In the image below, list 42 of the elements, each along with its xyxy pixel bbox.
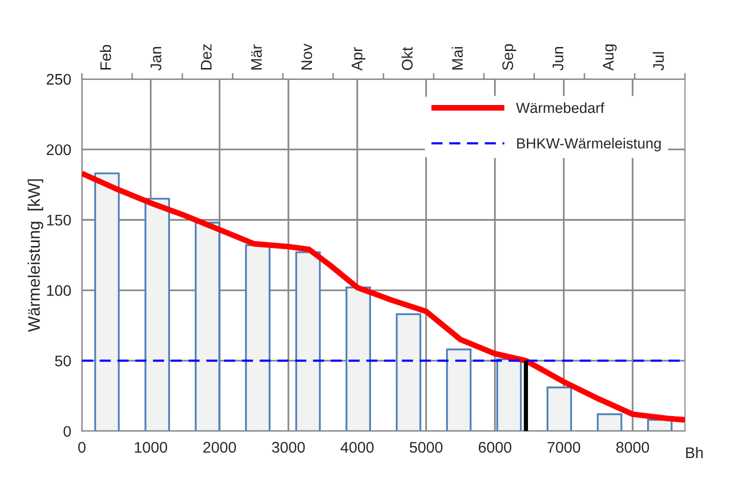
bar — [446, 348, 472, 432]
bar — [94, 172, 120, 432]
y-tick-label: 50 — [55, 356, 71, 366]
text: Jan — [150, 47, 162, 70]
x-tick-label: 8000 — [616, 442, 650, 453]
x-tick-label: 1000 — [134, 442, 168, 453]
x-tick-label: 6000 — [478, 442, 512, 453]
text: Aug — [603, 44, 617, 71]
bar — [144, 198, 170, 432]
text: Sep — [502, 44, 516, 70]
text: Feb — [100, 45, 112, 70]
x-tick-label: 5000 — [410, 442, 442, 453]
x-axis-title: Bh — [686, 446, 703, 458]
y-tick-label: 0 — [64, 426, 71, 437]
legend-label: Wärmebedarf — [516, 102, 604, 114]
text: Mai — [452, 47, 463, 70]
bar — [496, 358, 522, 432]
y-tick-label: 200 — [46, 144, 71, 156]
bar — [295, 251, 321, 432]
bar — [596, 413, 622, 432]
y-tick-label: 150 — [47, 214, 71, 226]
text: Dez — [200, 44, 212, 70]
x-tick-label: 2000 — [203, 442, 236, 453]
bar — [396, 313, 422, 432]
x-tick-label: 0 — [78, 442, 86, 453]
text: Jun — [552, 47, 564, 70]
y-tick-label: 250 — [46, 74, 71, 85]
bar — [546, 386, 572, 432]
text: Jul — [652, 52, 664, 70]
x-tick-label: 3000 — [272, 442, 305, 453]
bar — [194, 222, 220, 432]
text: Nov — [301, 44, 312, 70]
bar — [245, 244, 270, 432]
bar — [346, 286, 371, 432]
legend-label: BHKW-Wärmeleistung — [517, 138, 661, 152]
text: Apr — [352, 47, 366, 71]
x-tick-label: 4000 — [340, 442, 374, 453]
y-tick-label: 100 — [47, 285, 71, 296]
text: Mär — [251, 44, 262, 70]
x-tick-label: 7000 — [548, 442, 580, 453]
text: Okt — [401, 47, 413, 70]
y-axis-title: Wärmeleistung [kW] — [28, 179, 44, 332]
